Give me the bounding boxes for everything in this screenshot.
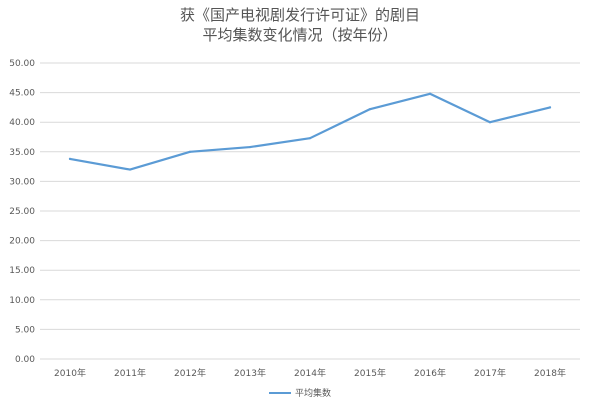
x-tick-label: 2010年 (54, 367, 86, 379)
grid-layer (40, 62, 580, 360)
x-tick-label: 2016年 (414, 367, 446, 379)
y-tick-label: 35.00 (9, 148, 35, 158)
y-tick-label: 25.00 (9, 207, 35, 217)
series-layer (68, 92, 552, 171)
x-axis-ticks: 2010年 2011年 2012年 2013年 2014年 2015年 2016年 2017年… (54, 367, 566, 379)
legend-label: 平均集数 (294, 389, 331, 399)
chart-title: 获《国产电视剧发行许可证》的剧目 (179, 6, 420, 24)
x-tick-label: 2018年 (534, 367, 566, 379)
legend-swatch (268, 391, 291, 394)
data-point (308, 137, 312, 140)
y-axis-ticks: 0.00 5.00 10.00 15.00 20.00 25.00 30.00 35.00 40… (9, 59, 35, 365)
x-tick-label: 2015年 (354, 367, 386, 379)
data-point (428, 92, 432, 95)
y-tick-label: 0.00 (15, 355, 35, 365)
y-tick-label: 40.00 (9, 118, 35, 128)
y-tick-label: 20.00 (9, 237, 35, 247)
legend: 平均集数 (0, 386, 600, 399)
y-tick-label: 30.00 (9, 177, 35, 187)
y-tick-label: 5.00 (15, 325, 35, 335)
x-tick-label: 2014年 (294, 367, 326, 379)
data-point (128, 168, 132, 171)
data-point (368, 108, 372, 111)
x-tick-label: 2011年 (114, 367, 146, 379)
data-point (188, 150, 192, 153)
chart-subtitle: 平均集数变化情况（按年份） (202, 26, 398, 44)
y-tick-label: 45.00 (9, 89, 35, 99)
series-line (68, 92, 552, 171)
x-tick-label: 2013年 (234, 367, 266, 379)
x-tick-label: 2012年 (174, 367, 206, 379)
x-tick-label: 2017年 (474, 367, 506, 379)
data-point (488, 121, 492, 124)
data-point (248, 145, 252, 149)
data-point (68, 157, 72, 161)
y-tick-label: 15.00 (9, 266, 35, 276)
y-tick-label: 10.00 (9, 296, 35, 306)
data-point (548, 106, 552, 109)
y-tick-label: 50.00 (9, 59, 35, 69)
